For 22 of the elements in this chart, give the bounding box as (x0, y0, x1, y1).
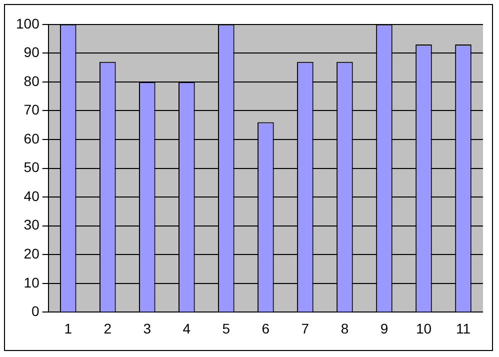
x-tick-label: 5 (222, 320, 230, 336)
x-tick-label: 9 (380, 320, 388, 336)
x-tick-label: 3 (143, 320, 152, 336)
x-tick-label: 6 (262, 320, 270, 336)
x-tick-label: 1 (64, 320, 72, 336)
x-tick-label: 4 (182, 320, 191, 336)
x-tick-label: 8 (340, 320, 349, 336)
x-tick-label: 2 (104, 320, 112, 336)
y-tick-label: 40 (24, 188, 40, 204)
x-tick-label: 11 (456, 320, 471, 336)
y-tick-label: 90 (24, 44, 40, 60)
y-tick-label: 0 (32, 303, 40, 320)
y-tick-label: 10 (24, 274, 40, 290)
y-tick-label: 100 (16, 15, 40, 32)
y-tick-label: 60 (24, 130, 40, 146)
x-tick-label: 7 (301, 320, 310, 336)
y-tick-label: 70 (24, 102, 40, 118)
y-tick-label: 20 (24, 246, 40, 262)
x-tick-label: 10 (416, 320, 432, 336)
y-tick-label: 50 (24, 159, 40, 176)
y-tick-label: 30 (24, 216, 40, 233)
y-tick-label: 80 (24, 72, 40, 89)
